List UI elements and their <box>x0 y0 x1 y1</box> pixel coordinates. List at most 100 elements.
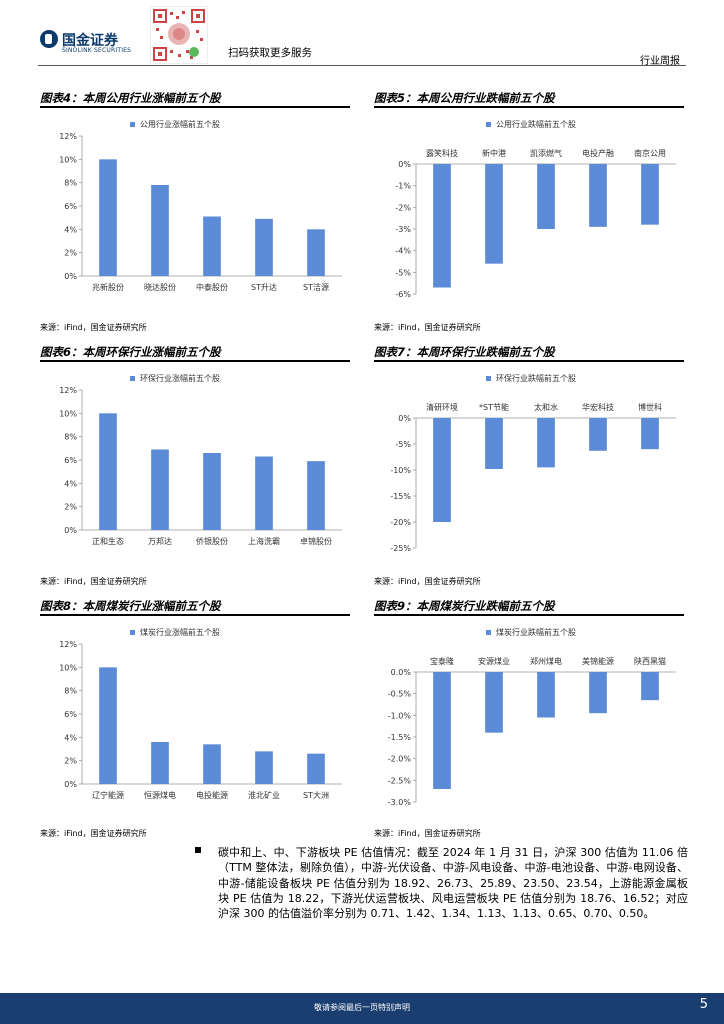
bar <box>99 159 117 276</box>
bar <box>641 418 659 450</box>
chart-svg: 煤炭行业涨幅前五个股 0% 2% 4% 6% 8% 10% 12% 辽宁能源 恒源煤电 电投能源 淮北… <box>59 627 342 800</box>
chart-svg: 环保行业涨幅前五个股 0% 2% 4% 6% 8% 10% 12% 正和生态 万邦达 侨银股份 上海洗… <box>59 373 342 546</box>
legend-label: 煤炭行业跌幅前五个股 <box>496 627 576 637</box>
y-tick-label: 2% <box>64 249 77 258</box>
figure-title-8: 图表8：本周煤炭行业涨幅前五个股 <box>40 599 221 613</box>
y-tick-label: -25% <box>390 544 411 553</box>
y-tick-label: 8% <box>64 687 77 696</box>
y-tick-label: 12% <box>59 386 77 395</box>
x-tick-label: 正和生态 <box>92 536 124 546</box>
footer-disclaimer: 敬请参阅最后一页特别声明 <box>314 1003 410 1012</box>
y-tick-label: 10% <box>59 663 77 672</box>
x-tick-label: 太和水 <box>534 402 558 412</box>
figure-source: 来源：iFind，国金证券研究所 <box>374 577 481 586</box>
qr-caption: 扫码获取更多服务 <box>228 47 312 59</box>
y-tick-label: 6% <box>64 710 77 719</box>
bar <box>203 744 221 784</box>
bullet-square-icon <box>195 847 201 853</box>
footer-bar <box>0 993 724 1024</box>
y-tick-label: -2.5% <box>388 776 412 785</box>
y-tick-label: 6% <box>64 202 77 211</box>
legend-label: 环保行业涨幅前五个股 <box>140 373 220 383</box>
logo-text-en: SINOLINK SECURITIES <box>62 47 132 54</box>
bar <box>99 413 117 530</box>
y-tick-label: 4% <box>64 225 77 234</box>
x-tick-label: 华宏科技 <box>582 402 614 412</box>
bar <box>151 742 169 784</box>
x-tick-label: 中泰股份 <box>196 282 228 292</box>
figure-underline <box>374 360 684 362</box>
bar <box>255 218 273 276</box>
y-tick-label: -15% <box>390 492 411 501</box>
y-tick-label: -3% <box>395 225 411 234</box>
chart-environment-losers: 环保行业跌幅前五个股 -25% -20% -15% -10% -5% 0% 清研环境 *ST节能… <box>374 366 684 570</box>
bar <box>203 453 221 530</box>
bar <box>485 418 503 469</box>
y-tick-label: -10% <box>390 466 411 475</box>
y-tick-label: 8% <box>64 433 77 442</box>
bar <box>255 456 273 530</box>
bar <box>589 164 607 227</box>
logo-text-cn: 国金证券 <box>62 33 118 49</box>
y-tick-label: 0% <box>64 780 77 789</box>
x-tick-label: 清研环境 <box>426 402 458 412</box>
legend-swatch <box>130 630 135 635</box>
y-tick-label: 6% <box>64 456 77 465</box>
x-tick-label: 恒源煤电 <box>144 790 176 800</box>
legend-swatch <box>486 122 491 127</box>
bar <box>151 449 169 530</box>
y-tick-label: -2% <box>395 203 411 212</box>
y-tick-label: -3.0% <box>388 798 412 807</box>
qr-code-icon <box>149 5 209 65</box>
x-tick-label: 新中港 <box>482 148 506 158</box>
bar <box>151 185 169 276</box>
x-tick-label: 晓达股份 <box>144 282 176 292</box>
figure-title-5: 图表5：本周公用行业跌幅前五个股 <box>374 91 555 105</box>
y-tick-label: -20% <box>390 518 411 527</box>
report-type: 行业周报 <box>640 56 680 67</box>
x-tick-label: ST洁源 <box>303 282 329 292</box>
figure-title-4: 图表4：本周公用行业涨幅前五个股 <box>40 91 221 105</box>
x-tick-label: 美锦能源 <box>582 656 614 666</box>
chart-coal-gainers: 煤炭行业涨幅前五个股 0% 2% 4% 6% 8% 10% 12% 辽宁能源 恒源煤电 电投能源 淮北… <box>40 620 350 824</box>
figure-title-6: 图表6：本周环保行业涨幅前五个股 <box>40 345 221 359</box>
legend-swatch <box>486 630 491 635</box>
y-tick-label: -2.0% <box>388 755 412 764</box>
figure-source: 来源：iFind，国金证券研究所 <box>40 829 147 838</box>
x-tick-label: ST升达 <box>251 282 277 292</box>
header-divider <box>38 65 686 66</box>
legend-label: 环保行业跌幅前五个股 <box>496 373 576 383</box>
chart-utilities-gainers: 公用行业涨幅前五个股 0% 2% 4% 6% 8% 10% 12% 兆新股份 晓达股份 中泰股份 ST… <box>40 112 350 316</box>
chart-svg: 公用行业跌幅前五个股 -6% -5% -4% -3% -2% -1% 0% 露笑科技 新中港 凯添燃… <box>395 119 676 299</box>
bar <box>433 672 451 789</box>
y-tick-label: -0.5% <box>388 690 412 699</box>
x-tick-label: 博世科 <box>638 402 662 412</box>
chart-environment-gainers: 环保行业涨幅前五个股 0% 2% 4% 6% 8% 10% 12% 正和生态 万邦达 侨银股份 上海洗… <box>40 366 350 570</box>
bar <box>307 753 325 784</box>
figure-title-7: 图表7：本周环保行业跌幅前五个股 <box>374 345 555 359</box>
x-tick-label: *ST节能 <box>479 402 509 412</box>
figure-source: 来源：iFind，国金证券研究所 <box>40 577 147 586</box>
x-tick-label: ST大洲 <box>303 790 329 800</box>
y-tick-label: 10% <box>59 155 77 164</box>
x-tick-label: 陕西黑猫 <box>634 656 666 666</box>
bar <box>433 418 451 522</box>
x-tick-label: 南京公用 <box>634 148 666 158</box>
figure-underline <box>374 614 684 616</box>
legend-swatch <box>130 376 135 381</box>
chart-svg: 公用行业涨幅前五个股 0% 2% 4% 6% 8% 10% 12% 兆新股份 晓达股份 中泰股份 ST… <box>59 119 342 292</box>
figure-underline <box>40 106 350 108</box>
legend-swatch <box>486 376 491 381</box>
x-tick-label: 上海洗霸 <box>248 536 280 546</box>
y-tick-label: 0% <box>64 526 77 535</box>
y-tick-label: 12% <box>59 132 77 141</box>
y-tick-label: -1% <box>395 182 411 191</box>
bar <box>485 164 503 264</box>
y-tick-label: 0.0% <box>391 668 412 677</box>
x-tick-label: 凯添燃气 <box>530 148 562 158</box>
x-tick-label: 安源煤业 <box>478 656 510 666</box>
x-tick-label: 淮北矿业 <box>248 790 280 800</box>
y-tick-label: 4% <box>64 733 77 742</box>
y-tick-label: 0% <box>398 414 411 423</box>
bar <box>589 672 607 714</box>
